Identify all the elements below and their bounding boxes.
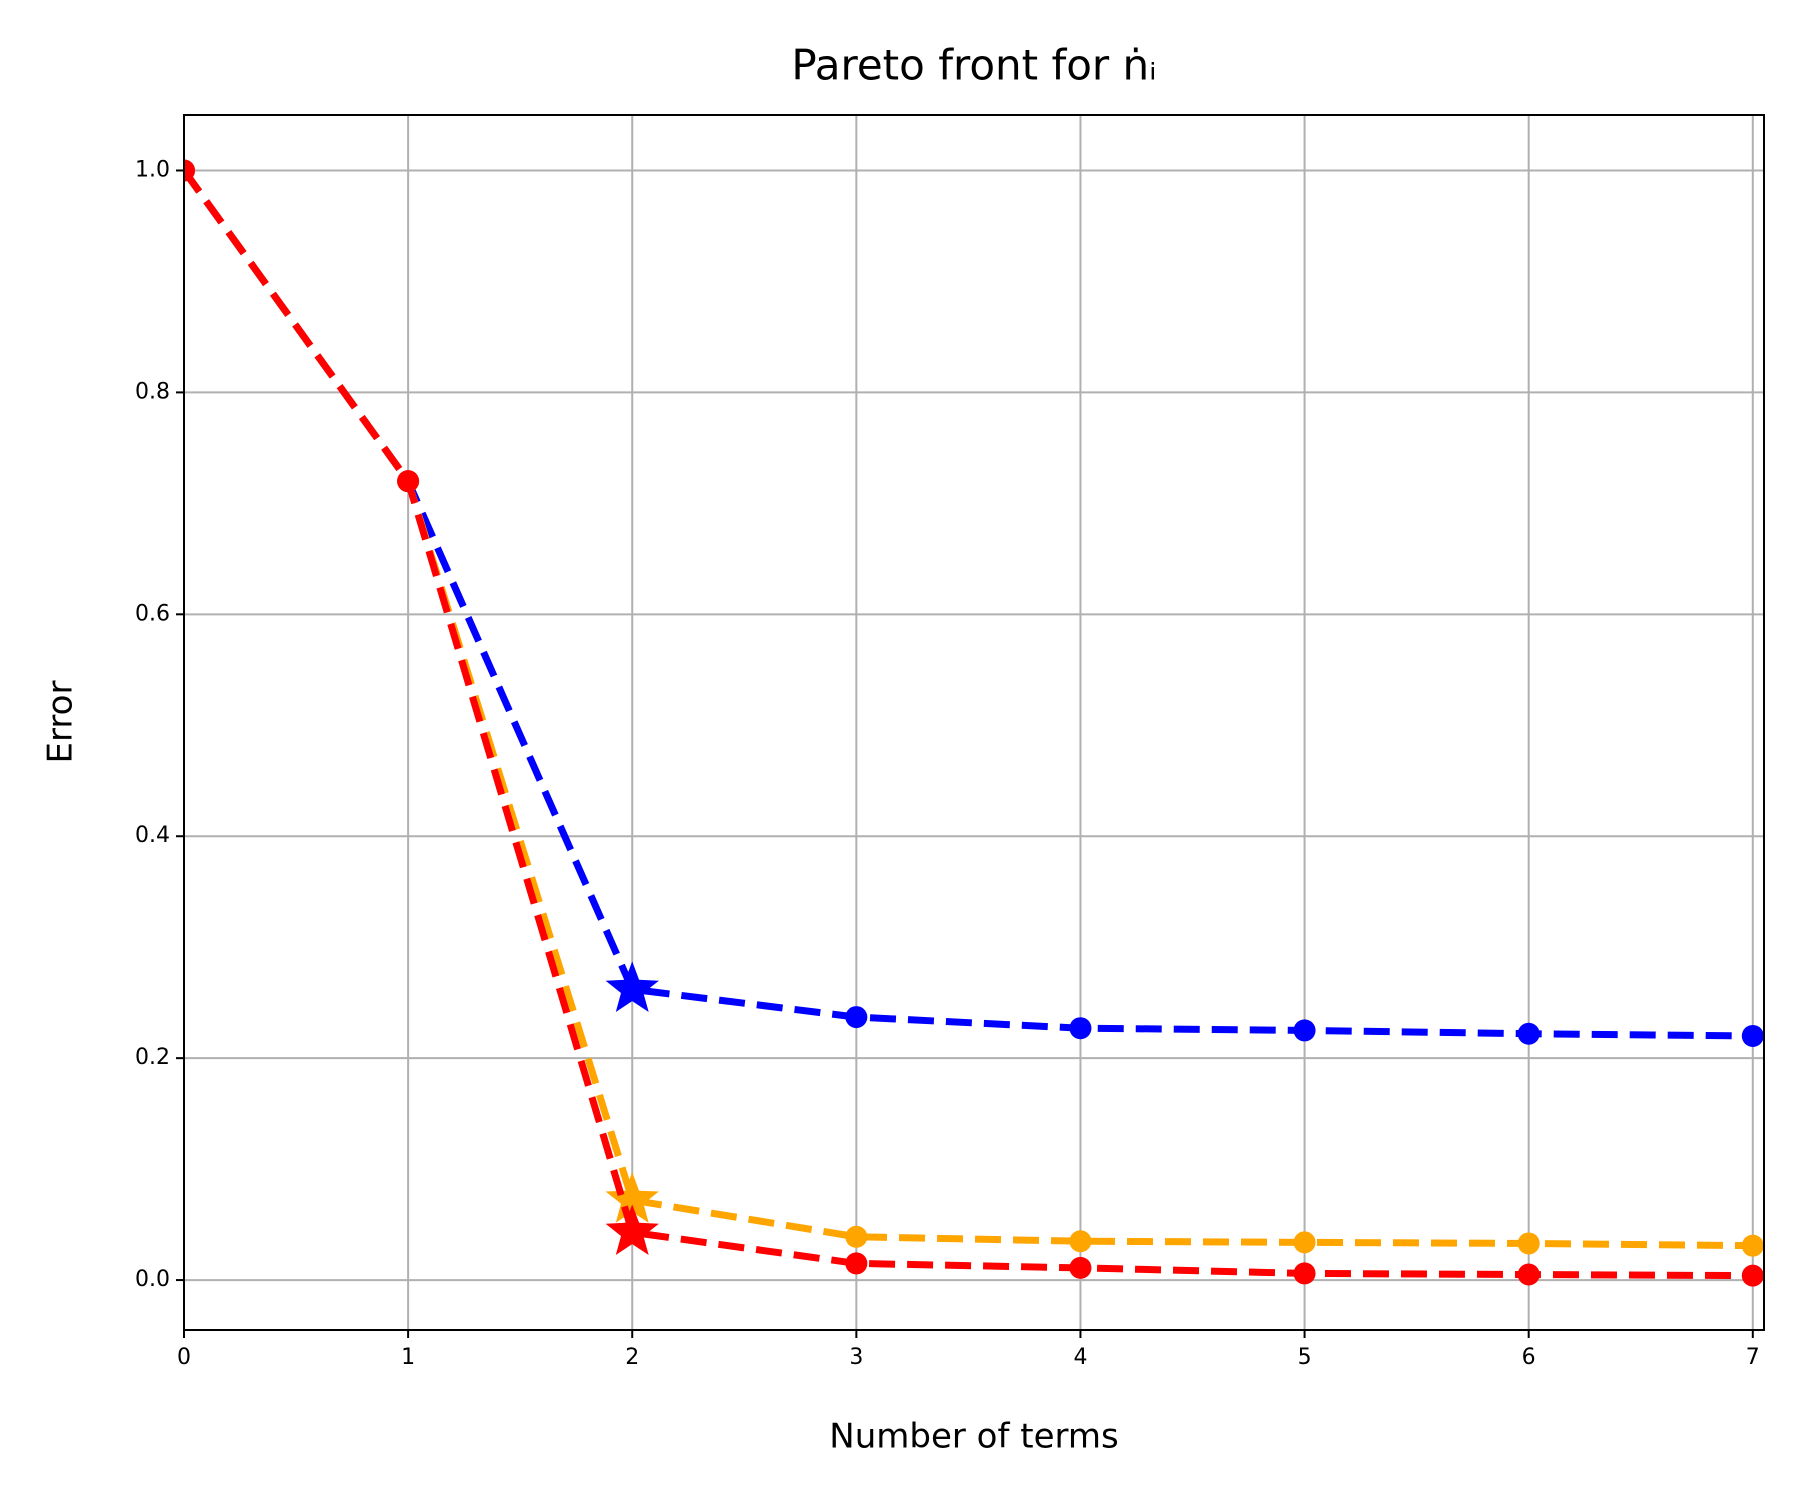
y-tick-label: 0.8 [135, 379, 170, 404]
point [1517, 1022, 1540, 1045]
y-tick-label: 0.6 [135, 601, 170, 626]
point [1069, 1017, 1092, 1040]
y-tick-label: 1.0 [135, 157, 170, 182]
y-tick-label: 0.0 [135, 1267, 170, 1292]
point [1741, 1264, 1764, 1287]
point [845, 1225, 868, 1248]
point [845, 1006, 868, 1029]
point [1741, 1024, 1764, 1047]
point [1069, 1230, 1092, 1253]
x-tick-label: 5 [1298, 1345, 1312, 1370]
point [1741, 1234, 1764, 1257]
point [1069, 1256, 1092, 1279]
chart-title: Pareto front for ṅᵢ [791, 41, 1156, 90]
point [397, 470, 420, 493]
point [1517, 1263, 1540, 1286]
star-marker [605, 1172, 659, 1223]
series-line [184, 168, 1753, 1040]
point [1293, 1262, 1316, 1285]
x-tick-label: 4 [1073, 1345, 1087, 1370]
point [1517, 1232, 1540, 1255]
star-marker [605, 1204, 659, 1255]
x-tick-label: 6 [1522, 1345, 1536, 1370]
point [1293, 1019, 1316, 1042]
y-axis-label: Error [41, 681, 81, 764]
point [845, 1252, 868, 1275]
y-tick-label: 0.2 [135, 1045, 170, 1070]
plot-frame [183, 114, 1765, 1331]
point [1293, 1231, 1316, 1254]
x-tick-label: 1 [401, 1345, 415, 1370]
star-marker [605, 961, 659, 1012]
x-tick-label: 0 [177, 1345, 191, 1370]
x-axis-label: Number of terms [829, 1417, 1118, 1457]
series-line [184, 168, 1753, 1250]
series-line [184, 168, 1753, 1280]
y-tick-label: 0.4 [135, 823, 170, 848]
x-tick-label: 7 [1746, 1345, 1760, 1370]
x-tick-label: 2 [625, 1345, 639, 1370]
x-tick-label: 3 [849, 1345, 863, 1370]
point [184, 159, 195, 182]
